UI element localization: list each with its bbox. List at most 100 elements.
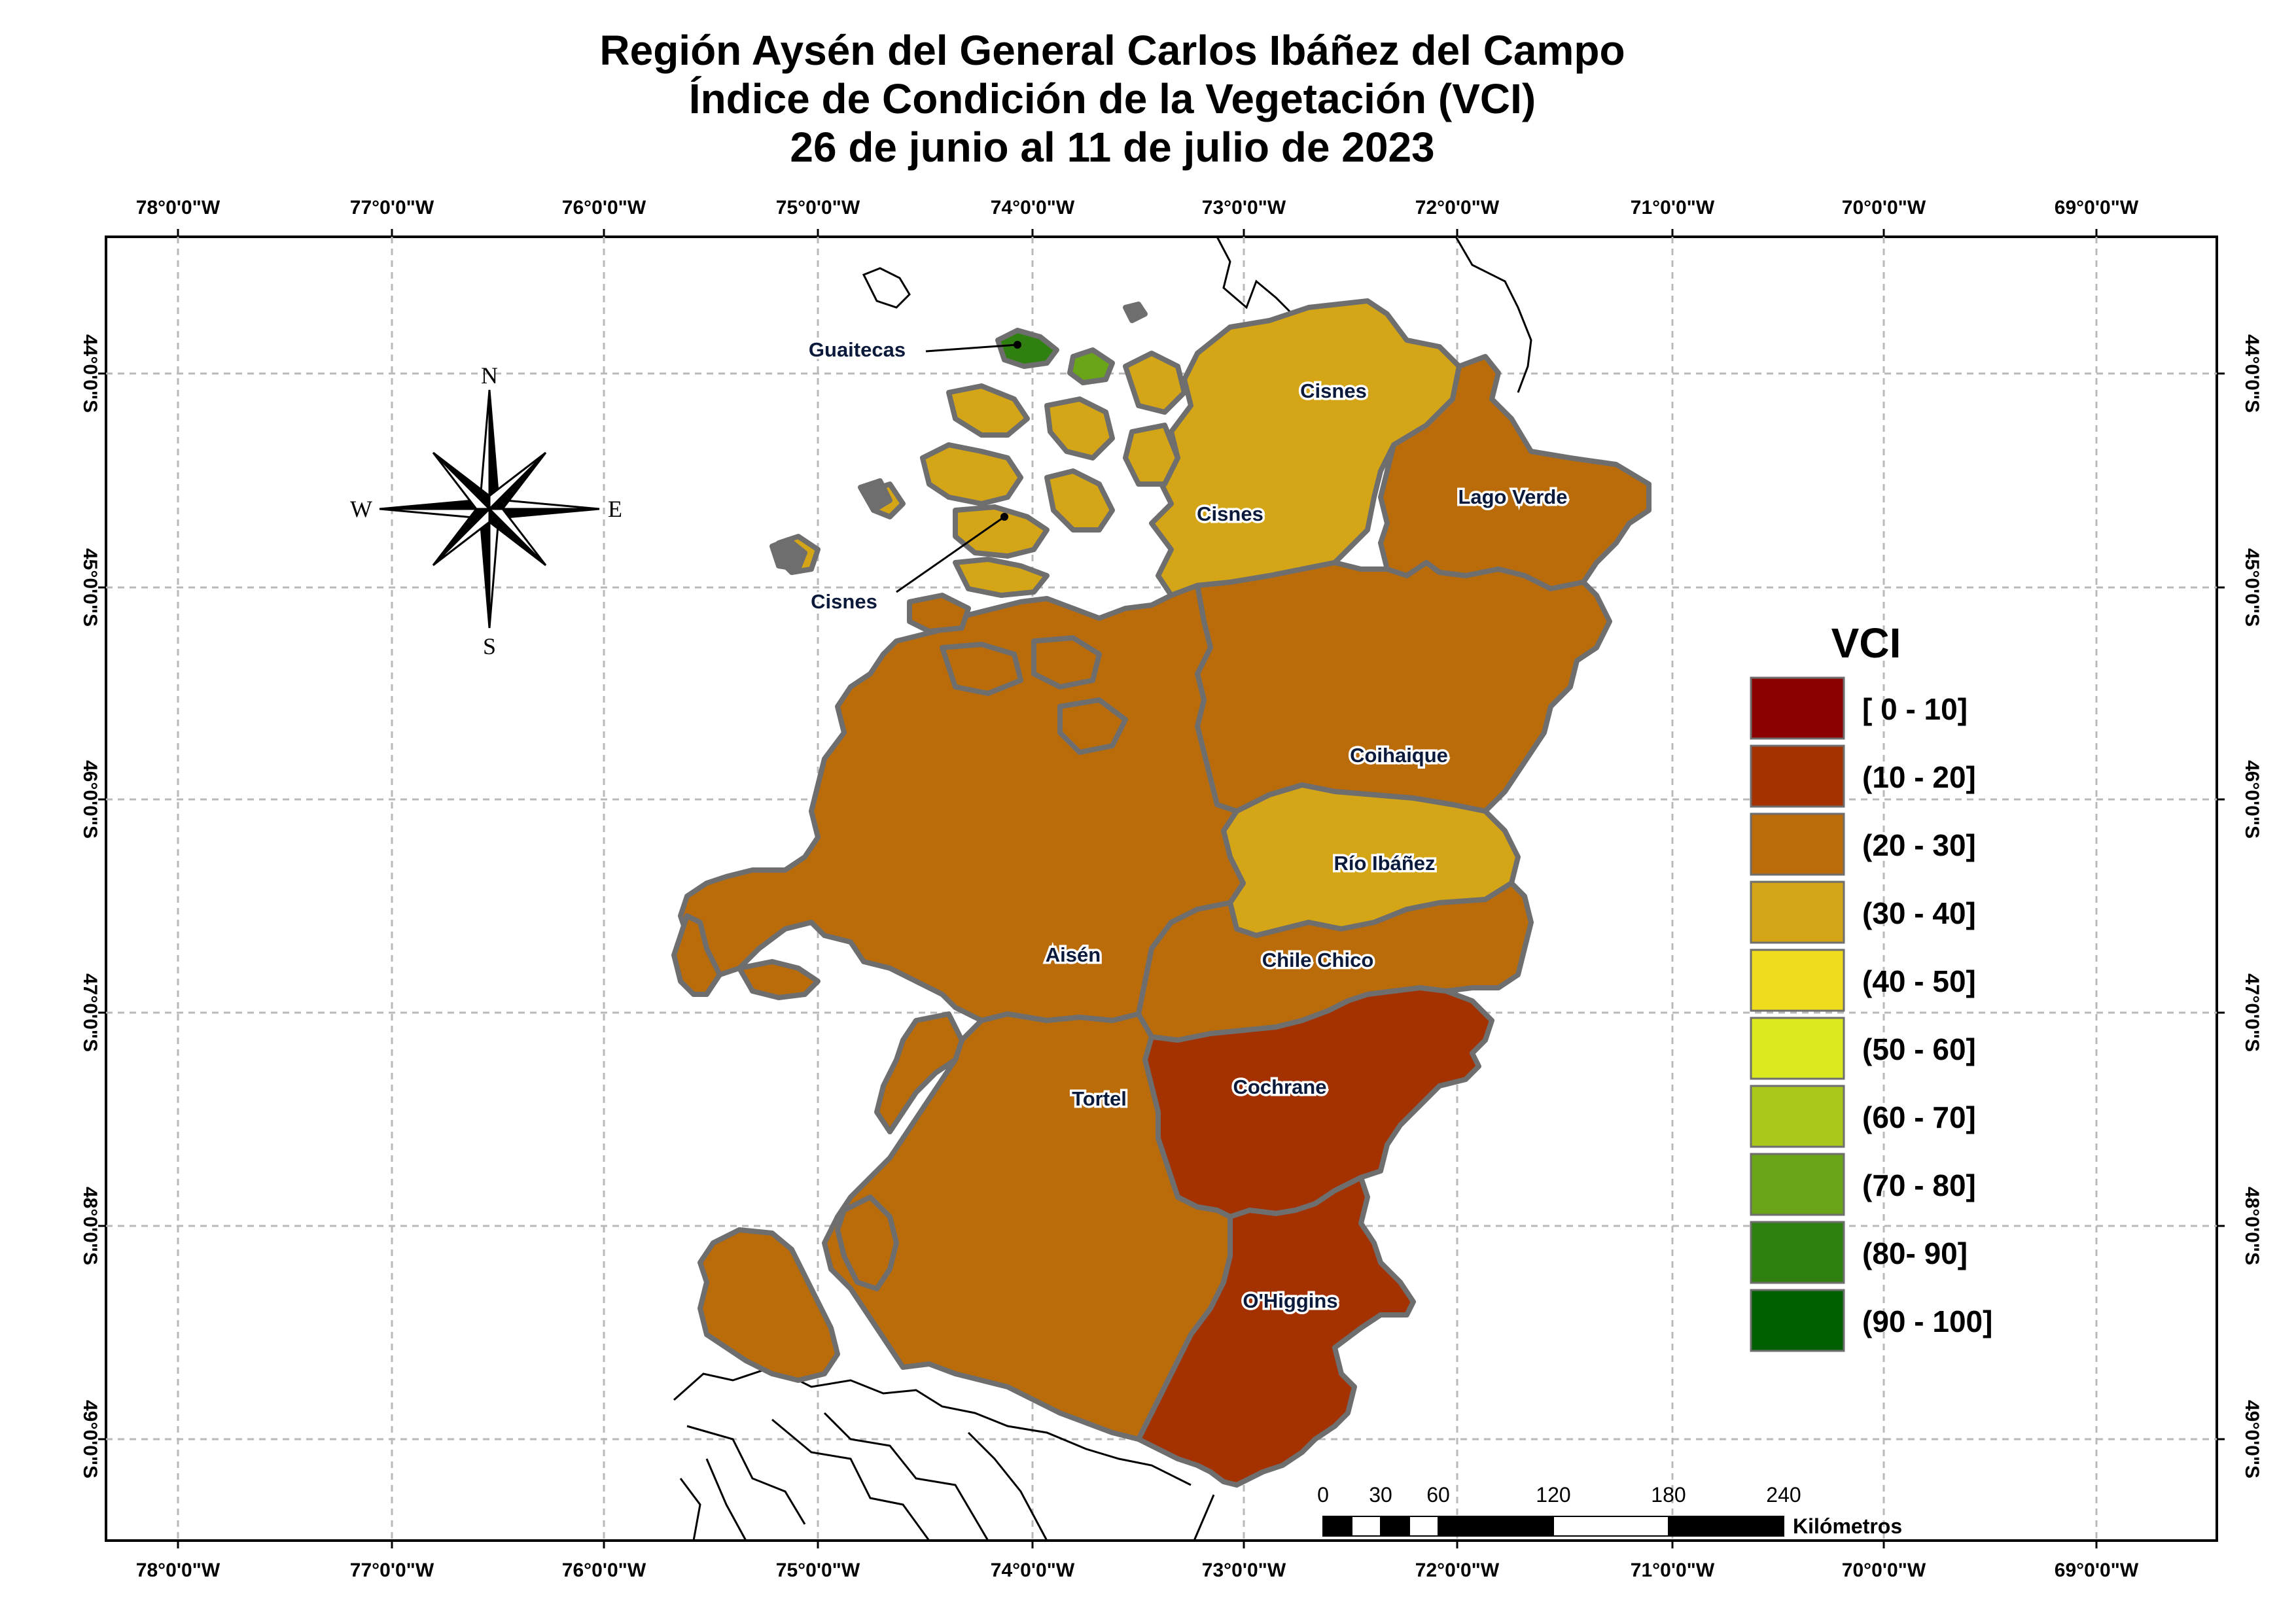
lat-label: 49°0'0"S bbox=[2241, 1400, 2263, 1478]
archipelago-island bbox=[1031, 635, 1102, 689]
legend-label: (40 - 50] bbox=[1862, 964, 1976, 998]
legend-label: (30 - 40] bbox=[1862, 896, 1976, 930]
island bbox=[769, 537, 807, 572]
archipelago-island bbox=[1044, 468, 1115, 532]
lon-label: 71°0'0"W bbox=[1631, 197, 1715, 218]
label-aisen: Aisén bbox=[1046, 943, 1101, 966]
lon-label: 72°0'0"W bbox=[1415, 1560, 1500, 1581]
tortel-island bbox=[835, 1195, 899, 1291]
label-cisnes-north: Cisnes bbox=[1300, 379, 1367, 402]
lon-label: 78°0'0"W bbox=[136, 1560, 221, 1581]
legend-label: (60 - 70] bbox=[1862, 1100, 1976, 1134]
commune-guaitecas bbox=[1067, 347, 1115, 385]
lon-label: 75°0'0"W bbox=[776, 1560, 860, 1581]
latitude-labels-right: 44°0'0"S 45°0'0"S 46°0'0"S 47°0'0"S 48°0… bbox=[2241, 334, 2263, 1478]
legend-swatch bbox=[1750, 881, 1845, 944]
legend-swatch bbox=[1750, 1289, 1845, 1352]
aisen-island bbox=[671, 913, 722, 997]
lon-label: 70°0'0"W bbox=[1842, 197, 1926, 218]
tortel-island bbox=[874, 1011, 964, 1134]
lon-label: 73°0'0"W bbox=[1202, 197, 1286, 218]
title-line-1: Región Aysén del General Carlos Ibáñez d… bbox=[599, 27, 1625, 74]
label-coihaique: Coihaique bbox=[1350, 744, 1448, 767]
lon-label: 77°0'0"W bbox=[350, 1560, 434, 1581]
lat-label: 49°0'0"S bbox=[79, 1400, 101, 1478]
scale-tick: 60 bbox=[1426, 1483, 1450, 1507]
lat-label: 44°0'0"S bbox=[2241, 334, 2263, 413]
island bbox=[1123, 302, 1148, 323]
scale-tick: 180 bbox=[1651, 1483, 1686, 1507]
commune-aisen bbox=[678, 583, 1246, 1023]
compass-north: N bbox=[481, 362, 498, 389]
legend-swatch bbox=[1750, 1221, 1845, 1284]
commune-tortel bbox=[822, 1011, 1233, 1442]
lon-label: 76°0'0"W bbox=[562, 197, 646, 218]
cisnes-leader-line bbox=[896, 515, 1005, 593]
scale-tick: 0 bbox=[1317, 1483, 1329, 1507]
legend-swatches bbox=[1750, 676, 1845, 1352]
archipelago-island bbox=[1044, 396, 1115, 461]
archipelago-island bbox=[920, 442, 1023, 506]
archipelago-island bbox=[1123, 351, 1187, 415]
longitude-labels-bottom: 78°0'0"W 77°0'0"W 76°0'0"W 75°0'0"W 74°0… bbox=[136, 1560, 2139, 1581]
lat-label: 45°0'0"S bbox=[79, 548, 101, 627]
compass-south: S bbox=[483, 633, 496, 659]
legend-swatch bbox=[1750, 1153, 1845, 1216]
title-line-2: Índice de Condición de la Vegetación (VC… bbox=[688, 75, 1536, 122]
scale-bar: 0 30 60 120 180 240 Kilómetros bbox=[1317, 1483, 1902, 1538]
commune-polygons bbox=[671, 298, 1651, 1488]
label-cisnes-central: Cisnes bbox=[1197, 502, 1263, 525]
guaitecas-point bbox=[1014, 341, 1021, 349]
lat-label: 47°0'0"S bbox=[79, 973, 101, 1052]
lon-label: 70°0'0"W bbox=[1842, 1560, 1926, 1581]
island bbox=[858, 478, 892, 513]
label-rio-ibanez: Río Ibáñez bbox=[1333, 852, 1435, 875]
tortel-island bbox=[698, 1227, 840, 1383]
lat-label: 44°0'0"S bbox=[79, 334, 101, 413]
commune-guaitecas bbox=[995, 328, 1059, 369]
legend-title: VCI bbox=[1831, 620, 1901, 667]
legend-label: (90 - 100] bbox=[1862, 1304, 1992, 1338]
guaitecas-leader-line bbox=[925, 343, 1018, 353]
lon-label: 74°0'0"W bbox=[991, 197, 1075, 218]
scale-tick: 30 bbox=[1369, 1483, 1392, 1507]
legend-swatch bbox=[1750, 1085, 1845, 1148]
lon-label: 77°0'0"W bbox=[350, 197, 434, 218]
archipelago-island bbox=[953, 557, 1050, 598]
lon-label: 74°0'0"W bbox=[991, 1560, 1075, 1581]
legend-swatch bbox=[1750, 1017, 1845, 1080]
legend-label: (50 - 60] bbox=[1862, 1032, 1976, 1066]
lat-label: 48°0'0"S bbox=[79, 1187, 101, 1265]
lat-label: 48°0'0"S bbox=[2241, 1187, 2263, 1265]
cisnes-point bbox=[1000, 513, 1008, 521]
compass-east: E bbox=[608, 496, 622, 522]
archipelago-island bbox=[1123, 423, 1180, 487]
legend-label: (20 - 30] bbox=[1862, 828, 1976, 862]
scale-tick: 120 bbox=[1536, 1483, 1570, 1507]
lon-label: 69°0'0"W bbox=[2055, 1560, 2139, 1581]
lat-label: 45°0'0"S bbox=[2241, 548, 2263, 627]
archipelago-island bbox=[953, 504, 1050, 559]
legend-swatch bbox=[1750, 744, 1845, 808]
label-tortel: Tortel bbox=[1072, 1087, 1127, 1110]
label-guaitecas: Guaitecas bbox=[809, 338, 906, 361]
lon-label: 72°0'0"W bbox=[1415, 197, 1500, 218]
label-chile-chico: Chile Chico bbox=[1262, 949, 1374, 971]
legend-swatch bbox=[1750, 949, 1845, 1012]
legend-label: [ 0 - 10] bbox=[1862, 692, 1968, 726]
lon-label: 69°0'0"W bbox=[2055, 197, 2139, 218]
scale-tick: 240 bbox=[1766, 1483, 1801, 1507]
frame-ticks bbox=[98, 229, 2225, 1548]
archipelago-island bbox=[940, 642, 1023, 696]
longitude-labels-top: 78°0'0"W 77°0'0"W 76°0'0"W 75°0'0"W 74°0… bbox=[136, 197, 2139, 218]
legend-swatch bbox=[1750, 676, 1845, 740]
archipelago-island bbox=[1057, 697, 1128, 755]
label-lago-verde: Lago Verde bbox=[1458, 485, 1567, 508]
legend: VCI [ 0 - 10] (10 - 20] (20 - 30] (30 - … bbox=[1750, 620, 1992, 1352]
label-ohiggins: O'Higgins bbox=[1243, 1289, 1337, 1312]
lon-label: 76°0'0"W bbox=[562, 1560, 646, 1581]
place-labels: Guaitecas Cisnes Cisnes Cisnes Lago Verd… bbox=[806, 336, 1570, 1315]
legend-label: (80- 90] bbox=[1862, 1236, 1968, 1270]
lat-label: 46°0'0"S bbox=[2241, 760, 2263, 839]
